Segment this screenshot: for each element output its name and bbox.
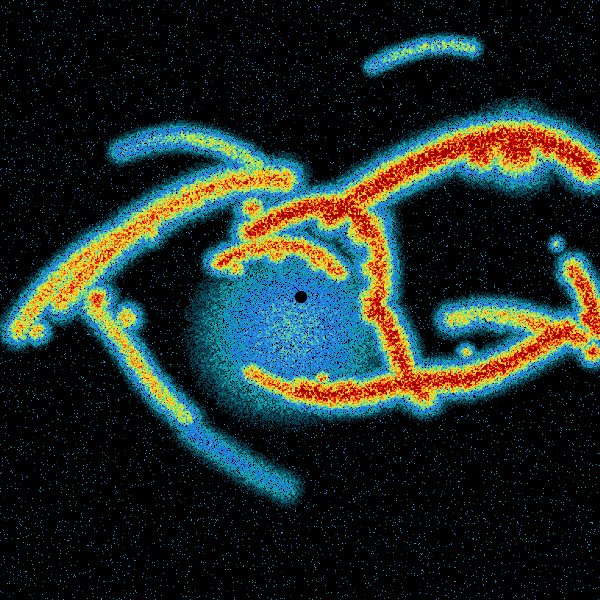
- radar-reflectivity-image[interactable]: [0, 0, 600, 600]
- radar-display[interactable]: Weather Radar Base Reflectivity Base Ref…: [0, 0, 600, 600]
